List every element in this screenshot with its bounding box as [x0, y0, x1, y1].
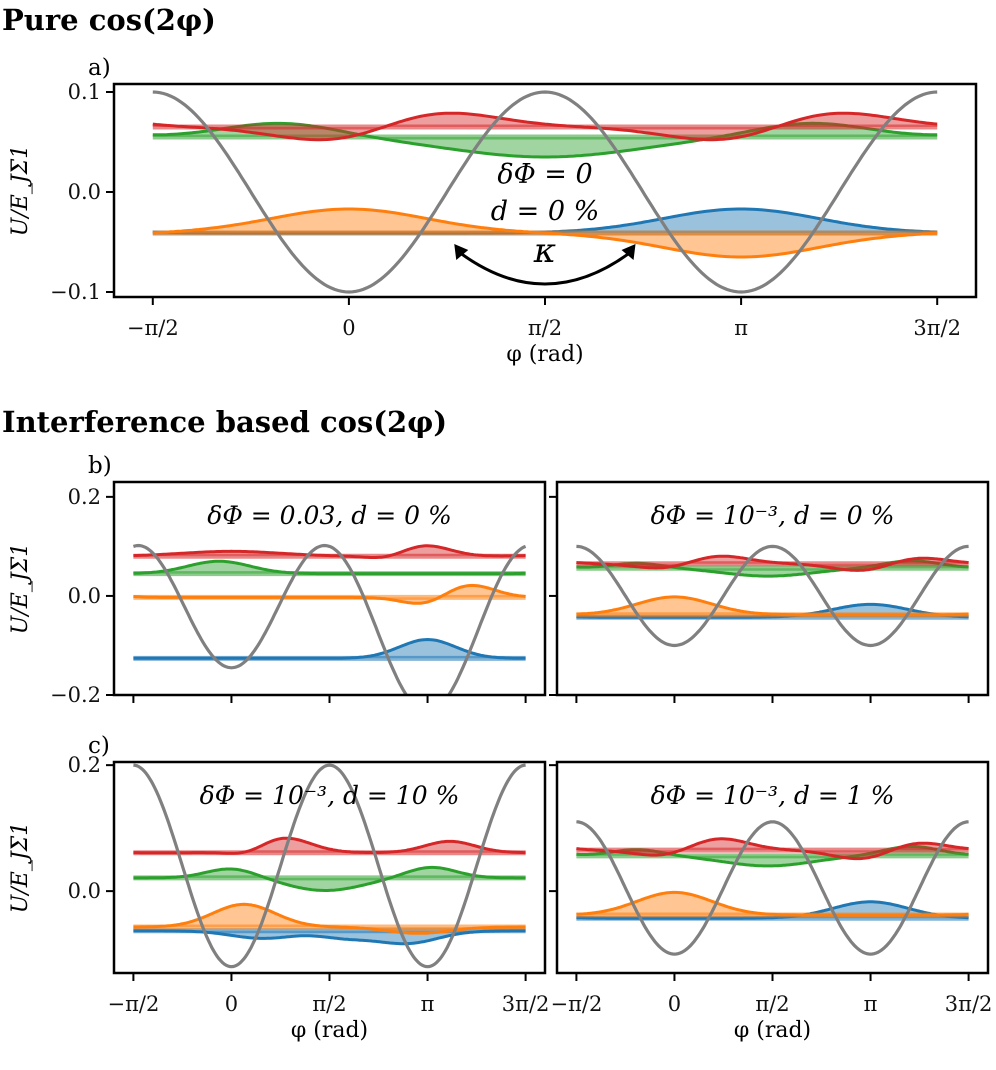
- ytick-label-a-2: −0.1: [50, 280, 101, 304]
- series-fill-blue-a: [152, 209, 938, 233]
- series-line-red-c1: [133, 836, 526, 855]
- plot-area-b2: [576, 544, 969, 648]
- xtick-label-c2-1: 0: [668, 992, 681, 1016]
- series-line-red-c2: [576, 837, 969, 861]
- annotation-c1: δΦ = 10⁻³, d = 10 %: [200, 781, 460, 810]
- series-line-green-c1: [133, 865, 526, 892]
- series-fill-blue-b1: [133, 639, 526, 659]
- kappa-arrowhead-right: [621, 244, 636, 260]
- annotation-c2: δΦ = 10⁻³, d = 1 %: [651, 781, 895, 810]
- xtick-label-a-4: 3π/2: [913, 316, 961, 340]
- panel-b1: 0.2 0.0 −0.2 U/E_JΣ1 b) δΦ = 0.03, d = 0 %: [8, 453, 547, 707]
- series-line-green-b1: [133, 559, 526, 576]
- series-fill-green-b1: [133, 561, 526, 574]
- kappa-arrowhead-left: [454, 244, 469, 260]
- panel-c1: −π/2 0 π/2 π 3π/2 0.2 0.0 U/E_JΣ1 φ (rad) c) δΦ = …: [8, 733, 549, 1043]
- xtick-label-c1-0: −π/2: [107, 992, 159, 1016]
- series-line-orange-b1: [133, 583, 526, 605]
- ytick-label-c1-1: 0.0: [68, 879, 101, 903]
- series-line-green-a: [152, 121, 938, 159]
- xtick-label-a-3: π: [734, 316, 748, 340]
- xlabel-c1: φ (rad): [291, 1018, 368, 1043]
- plot-area-c1: [133, 763, 526, 969]
- series-fill-red-c1: [133, 838, 526, 854]
- series-line-red-b1: [133, 544, 526, 559]
- ytick-label-b1-0: 0.2: [68, 485, 101, 509]
- ytick-label-a-0: 0.1: [68, 80, 101, 104]
- xtick-label-c2-3: π: [864, 992, 878, 1016]
- xlabel-c2: φ (rad): [734, 1018, 811, 1043]
- panel-label-a: a): [88, 55, 111, 81]
- panel-b2: δΦ = 10⁻³, d = 0 %: [549, 480, 990, 703]
- series-line-orange-a: [152, 207, 938, 259]
- series-line-orange-b2: [576, 595, 969, 617]
- potential-curve-b2: [576, 544, 969, 648]
- ytick-label-b1-1: 0.0: [68, 584, 101, 608]
- annotation-b2: δΦ = 10⁻³, d = 0 %: [651, 501, 895, 530]
- panel-label-b1: b): [88, 453, 112, 479]
- xtick-label-c2-4: 3π/2: [945, 992, 993, 1016]
- series-line-red-a: [152, 111, 938, 142]
- xtick-label-c1-2: π/2: [312, 992, 346, 1016]
- xtick-label-c2-2: π/2: [755, 992, 789, 1016]
- series-line-blue-c1: [133, 929, 526, 946]
- xtick-label-c1-3: π: [421, 992, 435, 1016]
- xtick-label-a-0: −π/2: [127, 316, 179, 340]
- panel-a: −π/2 0 π/2 π 3π/2 0.1 0.0 −0.1 U/E_JΣ1 φ (rad) a) δ…: [8, 55, 978, 367]
- series-line-orange-c2: [576, 890, 969, 917]
- potential-curve-b1: [132, 543, 527, 695]
- xtick-label-a-1: 0: [342, 316, 355, 340]
- annotation-a-0: δΦ = 0: [497, 159, 592, 190]
- plot-area-a: [152, 90, 938, 294]
- plot-area-c2: [576, 820, 969, 956]
- ytick-label-b1-2: −0.2: [50, 683, 101, 707]
- ylabel-a: U/E_JΣ1: [8, 145, 33, 236]
- kappa-label: κ: [533, 231, 556, 271]
- heading-interference: Interference based cos(2φ): [2, 405, 447, 439]
- potential-curve-c2: [576, 820, 969, 956]
- ytick-label-a-1: 0.0: [68, 180, 101, 204]
- ytick-label-c1-0: 0.2: [68, 753, 101, 777]
- potential-curve-c1: [133, 763, 526, 969]
- series-fill-orange-b1: [133, 585, 526, 604]
- xlabel-a: φ (rad): [506, 342, 583, 367]
- series-fill-orange-c2: [576, 892, 969, 916]
- plot-area-b1: [132, 543, 527, 695]
- series-fill-orange-b2: [576, 596, 969, 615]
- potential-curve-a: [152, 90, 938, 294]
- annotation-b1: δΦ = 0.03, d = 0 %: [207, 501, 451, 530]
- xtick-label-c2-0: −π/2: [550, 992, 602, 1016]
- kappa-arrow: [455, 248, 635, 286]
- series-line-red-b2: [576, 554, 969, 572]
- ylabel-b1: U/E_JΣ1: [8, 543, 33, 634]
- panel-c2: −π/2 0 π/2 π 3π/2 φ (rad) δΦ = 10⁻³, d = 1 %: [549, 760, 993, 1043]
- ylabel-c1: U/E_JΣ1: [8, 822, 33, 913]
- annotation-a-1: d = 0 %: [491, 196, 600, 227]
- series-line-blue-b1: [133, 637, 526, 660]
- xtick-label-a-2: π/2: [528, 316, 562, 340]
- panel-label-c1: c): [88, 733, 110, 759]
- heading-pure: Pure cos(2φ): [2, 3, 216, 37]
- xtick-label-c1-1: 0: [225, 992, 238, 1016]
- xtick-label-c1-4: 3π/2: [502, 992, 550, 1016]
- series-fill-green-a: [152, 123, 938, 157]
